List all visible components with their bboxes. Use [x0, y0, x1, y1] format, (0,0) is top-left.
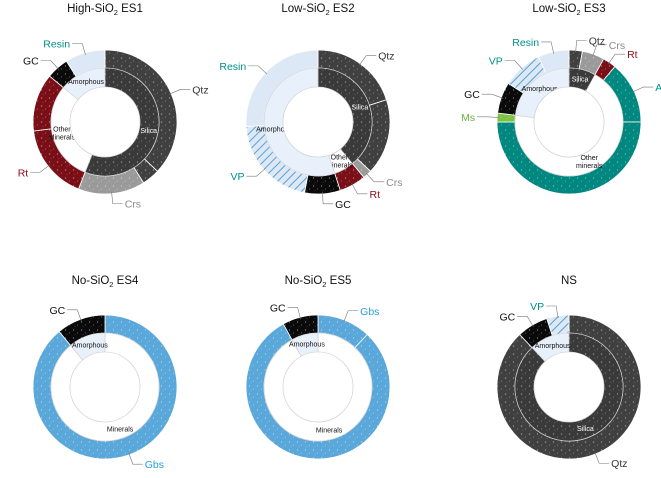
outer-label-qtz: Qtz [192, 84, 208, 96]
leader-line [517, 316, 534, 327]
outer-label-gc: GC [270, 303, 286, 315]
outer-label-rt: Rt [627, 49, 638, 61]
leader-line [575, 40, 587, 53]
donut-chart-5: No-SiO2 ES5 Gbs GC Minerals Amorphous [245, 275, 391, 460]
inner-label-amorphous: Amorphous [535, 343, 571, 350]
inner-label-minerals: Minerals [107, 426, 134, 433]
leader-line [72, 42, 86, 55]
outer-slice-gc [304, 172, 341, 195]
inner-label-amorphous: Amorphous [72, 343, 108, 350]
outer-label-vp: VP [530, 301, 544, 313]
leader-line [351, 183, 368, 195]
chart-title: No-SiO2 ES5 [285, 275, 352, 289]
inner-label-amorphous: Amorphous [522, 86, 558, 93]
leader-line [30, 164, 50, 173]
chart-title: No-SiO2 ES4 [72, 275, 139, 289]
leader-line [504, 60, 523, 70]
leader-line [541, 41, 555, 54]
inner-label-silica: Silica [577, 426, 594, 433]
inner-label-silica: Silica [352, 104, 369, 111]
donut-hole [533, 351, 605, 423]
leader-line [287, 307, 301, 320]
leader-line [608, 53, 626, 65]
outer-label-gc: GC [335, 199, 351, 211]
outer-label-gc: GC [464, 89, 480, 101]
outer-label-resin: Resin [219, 61, 246, 73]
outer-label-gc: GC [500, 311, 516, 323]
inner-label-amorphous: Amorphous [289, 341, 325, 348]
outer-label-gbs: Gbs [145, 459, 164, 471]
inner-label-other-minerals: Other minerals [576, 155, 603, 170]
donut-hole [69, 86, 141, 158]
leader-line [343, 310, 359, 323]
inner-label-amorphous: Amorphous [68, 79, 104, 86]
outer-label-rt: Rt [18, 167, 29, 179]
chart-title: NS [561, 275, 577, 287]
leader-line [111, 191, 123, 204]
outer-label-qtz: Qtz [589, 35, 605, 47]
donut-hole [69, 351, 141, 423]
leader-line [594, 451, 610, 464]
leader-line [248, 65, 268, 75]
leader-line [169, 89, 191, 95]
chart-title: Low-SiO2 ES3 [532, 3, 605, 17]
inner-label-minerals: Minerals [316, 428, 343, 435]
leader-line [358, 55, 377, 66]
leader-line [365, 172, 385, 183]
donut-chart-2: Low-SiO2 ES2 Qtz Crs Rt GC VP Resin Silica Other… [219, 3, 402, 211]
chart-title: Low-SiO2 ES2 [281, 3, 354, 17]
outer-label-vp: VP [489, 55, 503, 67]
inner-label-amorphous: Amorphous [256, 126, 292, 133]
donut-hole [533, 86, 605, 158]
inner-label-silica: Silica [140, 128, 157, 135]
outer-label-ab: Ab [655, 82, 661, 94]
leader-line [246, 168, 266, 177]
leader-line [477, 116, 500, 118]
leader-line [67, 309, 82, 322]
leader-line [592, 44, 607, 57]
donut-hole [282, 351, 354, 423]
leader-line [632, 86, 654, 93]
donut-chart-1: High-SiO2 ES1 Qtz Crs Rt GC Resin Silica Other M… [18, 3, 209, 211]
outer-label-crs: Crs [125, 199, 141, 211]
leader-line [481, 93, 504, 99]
outer-label-gc: GC [23, 55, 39, 67]
outer-label-qtz: Qtz [611, 458, 627, 470]
donut-chart-4: No-SiO2 ES4 Gbs GC Minerals Amorphous [32, 275, 178, 471]
outer-label-resin: Resin [43, 38, 70, 50]
donut-chart-6: NS Qtz GC VP Silica Amorphous [496, 275, 642, 470]
outer-label-crs: Crs [386, 177, 402, 189]
inner-label-silica: Silica [572, 76, 589, 83]
outer-label-qtz: Qtz [378, 51, 394, 63]
leader-line [322, 191, 334, 205]
donut-hole [282, 86, 354, 158]
outer-label-ms: Ms [461, 112, 475, 124]
outer-label-rt: Rt [370, 189, 381, 201]
inner-label-other-minerals: Other Minerals [49, 127, 76, 142]
outer-label-resin: Resin [512, 37, 539, 49]
chart-title: High-SiO2 ES1 [67, 3, 143, 17]
leader-line [40, 60, 59, 70]
leader-line [128, 452, 143, 465]
inner-label-other-minerals: Other minerals [326, 154, 353, 169]
leader-line [546, 305, 559, 318]
outer-label-gbs: Gbs [360, 306, 379, 318]
outer-label-gc: GC [49, 305, 65, 317]
outer-label-crs: Crs [609, 40, 625, 52]
outer-label-vp: VP [230, 171, 244, 183]
